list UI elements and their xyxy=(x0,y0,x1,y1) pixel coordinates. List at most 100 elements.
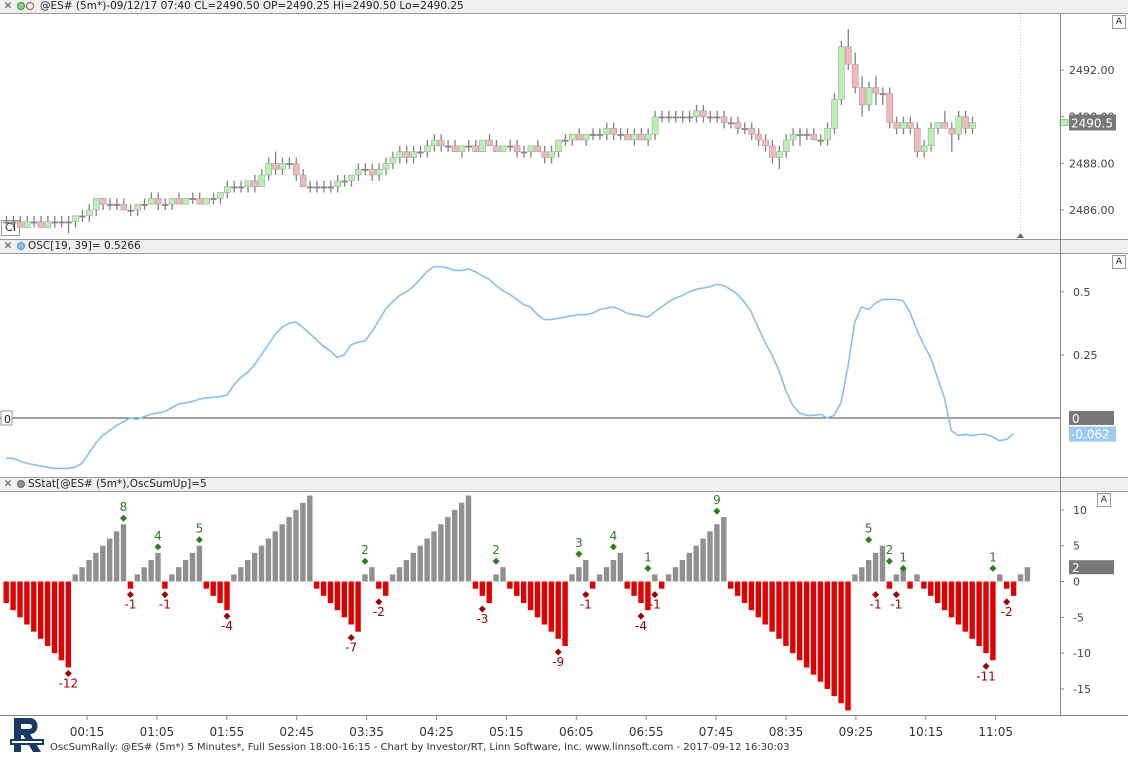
stat-bar xyxy=(762,581,768,625)
candle-body xyxy=(679,116,686,119)
stat-bar xyxy=(348,581,354,625)
auto-scale-osc-button[interactable]: A xyxy=(1112,255,1126,269)
stat-data-label: 1 xyxy=(899,550,907,564)
stat-diamond-marker xyxy=(989,564,997,572)
candle-body xyxy=(782,139,790,152)
candle-body xyxy=(527,145,535,152)
stat-bar xyxy=(955,581,962,625)
candle-body xyxy=(251,180,259,187)
stat-diamond-marker xyxy=(554,648,562,656)
candle-body xyxy=(210,198,217,201)
stat-bar xyxy=(251,552,258,582)
stat-bar xyxy=(113,531,120,582)
stat-bar xyxy=(797,581,803,661)
candle-body xyxy=(589,133,597,136)
ci-label[interactable]: CI xyxy=(1,220,20,236)
candle-body xyxy=(624,133,631,141)
stat-bar xyxy=(148,560,154,582)
stat-data-label: 2 xyxy=(361,543,369,557)
stat-data-label: -7 xyxy=(345,641,357,655)
stat-diamond-marker xyxy=(885,557,893,565)
candle-body xyxy=(410,151,417,158)
stat-bar xyxy=(900,567,906,582)
stat-bar xyxy=(286,517,292,582)
stat-bar xyxy=(403,560,410,582)
candle-body xyxy=(465,145,473,148)
stat-bar xyxy=(196,545,203,582)
stat-bar xyxy=(307,495,313,582)
stat-bar xyxy=(838,581,844,704)
stat-bar xyxy=(872,552,879,582)
stat-bar xyxy=(383,581,389,596)
candle-body xyxy=(79,215,86,218)
price-pane-title: @ES# (5m*)-09/12/17 07:40 CL=2490.50 OP=… xyxy=(40,0,464,12)
stat-bar xyxy=(10,581,16,611)
candle-body xyxy=(658,116,666,119)
stat-data-label: 9 xyxy=(713,493,721,507)
candle-body xyxy=(941,122,949,129)
candle-body xyxy=(789,133,797,141)
candle-body xyxy=(375,168,383,176)
candle-body xyxy=(638,133,645,141)
stat-bar xyxy=(672,567,679,582)
stat-diamond-marker xyxy=(982,662,990,670)
osc-value-label: -0.062 xyxy=(1071,428,1110,442)
candle-body xyxy=(272,163,279,170)
candle-body xyxy=(900,122,907,129)
candle-body xyxy=(713,116,721,119)
close-stat-pane-icon[interactable]: ✕ xyxy=(3,478,13,490)
stat-bar xyxy=(790,581,796,654)
candle-body xyxy=(755,133,762,141)
x-tick-label: 02:45 xyxy=(279,725,314,739)
stat-bar xyxy=(941,581,948,611)
x-tick-label: 07:45 xyxy=(699,725,734,739)
auto-scale-price-button[interactable]: A xyxy=(1112,15,1126,29)
auto-scale-stat-button[interactable]: A xyxy=(1097,493,1111,507)
close-price-pane-icon[interactable]: ✕ xyxy=(3,0,13,12)
candle-body xyxy=(424,145,431,152)
stat-bar xyxy=(783,581,789,646)
stat-diamond-marker xyxy=(375,598,383,606)
stat-diamond-marker xyxy=(361,557,369,565)
price-tick-label: 2488.00 xyxy=(1069,157,1115,170)
stat-data-label: 1 xyxy=(989,550,997,564)
candle-body xyxy=(37,221,45,228)
stat-data-label: -4 xyxy=(635,619,647,633)
candle-body xyxy=(500,145,507,152)
stat-data-label: -1 xyxy=(580,598,592,612)
stat-diamond-marker xyxy=(575,550,583,558)
stat-pane: -15-10-50510-128-14-15-4-72-2-32-93-14-4… xyxy=(3,493,1114,711)
stat-bar xyxy=(134,574,140,582)
stat-value-box xyxy=(1069,560,1114,575)
candle-body xyxy=(437,139,445,147)
candle-body xyxy=(472,145,479,152)
stat-data-label: -9 xyxy=(552,655,564,669)
stat-bar xyxy=(548,581,554,632)
stat-bar xyxy=(845,581,851,711)
candle-body xyxy=(313,186,321,189)
stat-bar xyxy=(610,560,617,582)
stat-value-label: 2 xyxy=(1072,561,1080,575)
candle-body xyxy=(362,168,369,171)
last-price-marker xyxy=(1059,119,1069,126)
candle-body xyxy=(230,186,238,189)
close-osc-pane-icon[interactable]: ✕ xyxy=(3,240,13,252)
candle-body xyxy=(99,198,107,205)
stat-bar xyxy=(686,552,692,582)
candle-body xyxy=(348,174,355,182)
candle-body xyxy=(851,63,859,88)
stat-bar xyxy=(893,574,899,582)
candle-body xyxy=(389,157,397,164)
candle-body xyxy=(106,203,114,206)
stat-bar xyxy=(51,581,58,654)
stat-bar xyxy=(741,581,748,603)
stat-bar xyxy=(279,524,285,582)
stat-bar xyxy=(1004,581,1010,589)
stat-data-label: 5 xyxy=(196,522,204,536)
candle-body xyxy=(948,128,956,135)
stat-diamond-marker xyxy=(223,612,231,620)
candle-body xyxy=(879,93,887,96)
candle-body xyxy=(113,203,121,206)
stat-bar xyxy=(465,495,472,582)
